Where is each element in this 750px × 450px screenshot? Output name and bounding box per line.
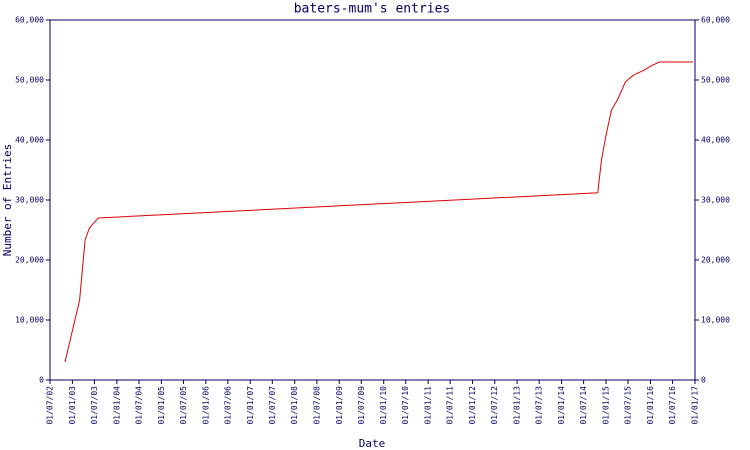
y-axis-title: Number of Entries bbox=[1, 144, 14, 257]
x-tick-label: 01/07/10 bbox=[401, 386, 410, 425]
x-tick-label: 01/01/17 bbox=[691, 386, 700, 425]
x-tick-label: 01/01/13 bbox=[513, 386, 522, 425]
x-tick-label: 01/07/05 bbox=[179, 386, 188, 425]
x-tick-label: 01/07/14 bbox=[579, 386, 588, 425]
x-tick-label: 01/07/16 bbox=[668, 386, 677, 425]
x-tick-label: 01/01/11 bbox=[424, 386, 433, 425]
x-tick-label: 01/07/06 bbox=[223, 386, 232, 425]
x-tick-label: 01/07/02 bbox=[46, 386, 55, 425]
x-tick-label: 01/01/03 bbox=[68, 386, 77, 425]
x-tick-label: 01/07/11 bbox=[446, 386, 455, 425]
x-tick-label: 01/01/16 bbox=[646, 386, 655, 425]
x-axis-title: Date bbox=[359, 437, 386, 450]
x-tick-label: 01/07/13 bbox=[535, 386, 544, 425]
x-tick-label: 01/01/06 bbox=[201, 386, 210, 425]
y2-tick-label: 40,000 bbox=[701, 136, 730, 145]
x-tick-label: 01/07/07 bbox=[268, 386, 277, 425]
x-tick-label: 01/07/04 bbox=[134, 386, 143, 425]
y-tick-label: 60,000 bbox=[15, 16, 44, 25]
y2-tick-label: 10,000 bbox=[701, 316, 730, 325]
x-tick-label: 01/07/03 bbox=[90, 386, 99, 425]
y2-tick-label: 20,000 bbox=[701, 256, 730, 265]
y-tick-label: 30,000 bbox=[15, 196, 44, 205]
x-tick-label: 01/01/08 bbox=[290, 386, 299, 425]
x-tick-label: 01/01/04 bbox=[112, 386, 121, 425]
y-tick-label: 10,000 bbox=[15, 316, 44, 325]
x-tick-label: 01/07/09 bbox=[357, 386, 366, 425]
y2-tick-label: 50,000 bbox=[701, 76, 730, 85]
x-tick-label: 01/07/12 bbox=[490, 386, 499, 425]
y-tick-label: 20,000 bbox=[15, 256, 44, 265]
x-tick-label: 01/01/14 bbox=[557, 386, 566, 425]
x-tick-label: 01/01/07 bbox=[246, 386, 255, 425]
x-tick-label: 01/07/08 bbox=[312, 386, 321, 425]
y2-tick-label: 0 bbox=[701, 376, 706, 385]
x-tick-label: 01/01/15 bbox=[602, 386, 611, 425]
chart-title: baters-mum's entries bbox=[294, 2, 451, 17]
y-tick-label: 40,000 bbox=[15, 136, 44, 145]
x-tick-label: 01/01/09 bbox=[335, 386, 344, 425]
x-tick-label: 01/01/12 bbox=[468, 386, 477, 425]
y2-tick-label: 60,000 bbox=[701, 16, 730, 25]
x-tick-label: 01/07/15 bbox=[624, 386, 633, 425]
y-tick-label: 50,000 bbox=[15, 76, 44, 85]
x-tick-label: 01/01/10 bbox=[379, 386, 388, 425]
y-tick-label: 0 bbox=[39, 376, 44, 385]
data-line bbox=[64, 61, 693, 363]
x-tick-label: 01/01/05 bbox=[157, 386, 166, 425]
y2-tick-label: 30,000 bbox=[701, 196, 730, 205]
